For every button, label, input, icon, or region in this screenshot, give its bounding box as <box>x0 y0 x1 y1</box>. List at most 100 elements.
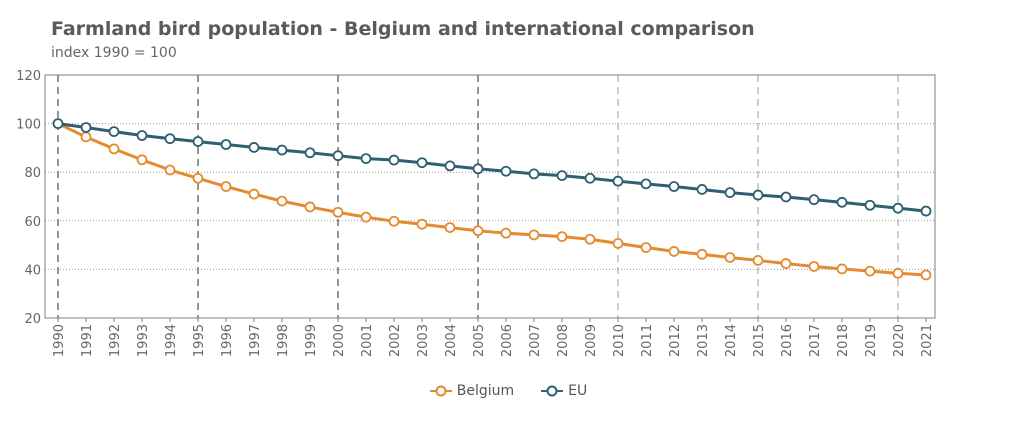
data-point-belgium[interactable] <box>808 261 820 272</box>
data-point-eu[interactable] <box>388 154 400 166</box>
data-point-eu[interactable] <box>472 163 484 175</box>
x-tick-label: 2004 <box>444 324 459 357</box>
x-tick-label: 2019 <box>864 324 879 357</box>
data-point-eu[interactable] <box>500 165 512 177</box>
data-point-belgium[interactable] <box>80 131 92 143</box>
data-point-belgium[interactable] <box>444 222 456 234</box>
data-point-belgium[interactable] <box>472 225 484 237</box>
data-point-belgium[interactable] <box>780 258 792 269</box>
x-tick-label: 2020 <box>892 324 907 357</box>
data-point-eu[interactable] <box>220 139 232 150</box>
data-point-belgium[interactable] <box>136 154 148 166</box>
data-point-eu[interactable] <box>360 153 372 164</box>
data-point-belgium[interactable] <box>500 227 512 239</box>
data-point-eu[interactable] <box>248 142 260 153</box>
data-point-belgium[interactable] <box>556 231 568 242</box>
plot-frame <box>44 74 936 319</box>
data-point-belgium[interactable] <box>892 267 904 279</box>
x-tick-label: 2018 <box>836 324 851 357</box>
x-tick-label: 2015 <box>752 324 767 357</box>
data-point-belgium[interactable] <box>360 211 372 223</box>
data-point-eu[interactable] <box>724 187 736 199</box>
legend-marker-belgium-icon <box>429 385 452 397</box>
x-tick-label: 2001 <box>360 324 375 357</box>
data-point-eu[interactable] <box>444 160 456 172</box>
data-point-belgium[interactable] <box>528 229 540 241</box>
data-point-eu[interactable] <box>416 157 428 169</box>
y-tick-label: 80 <box>24 166 41 181</box>
x-tick-label: 1994 <box>164 324 179 357</box>
data-point-eu[interactable] <box>164 133 176 145</box>
y-tick-label: 60 <box>24 215 41 230</box>
data-point-belgium[interactable] <box>696 248 708 260</box>
data-point-eu[interactable] <box>108 126 120 138</box>
data-point-belgium[interactable] <box>220 181 232 192</box>
data-point-eu[interactable] <box>640 178 652 190</box>
data-point-eu[interactable] <box>52 118 64 129</box>
y-tick-label: 100 <box>16 118 41 133</box>
y-tick-label: 40 <box>24 263 41 278</box>
data-point-belgium[interactable] <box>276 195 288 207</box>
chart-subtitle: index 1990 = 100 <box>51 45 177 61</box>
y-axis: 120 100 80 60 40 20 <box>16 69 41 327</box>
data-point-eu[interactable] <box>528 168 540 180</box>
data-point-belgium[interactable] <box>248 188 260 200</box>
data-point-eu[interactable] <box>276 144 288 156</box>
data-point-eu[interactable] <box>332 150 344 162</box>
y-tick-label: 20 <box>24 312 41 327</box>
data-point-belgium[interactable] <box>640 242 652 253</box>
data-point-eu[interactable] <box>752 189 764 201</box>
data-point-eu[interactable] <box>136 130 148 141</box>
legend: Belgium EU <box>0 383 1016 399</box>
data-point-belgium[interactable] <box>388 215 400 227</box>
data-point-eu[interactable] <box>668 181 680 192</box>
x-tick-label: 2006 <box>500 324 515 357</box>
data-point-belgium[interactable] <box>724 252 736 263</box>
chart-title: Farmland bird population - Belgium and i… <box>51 18 755 40</box>
x-tick-label: 2003 <box>416 324 431 357</box>
data-point-eu[interactable] <box>80 122 92 133</box>
data-point-belgium[interactable] <box>752 255 764 266</box>
x-tick-label: 2008 <box>556 324 571 357</box>
x-tick-label: 1992 <box>108 324 123 357</box>
data-point-belgium[interactable] <box>304 201 316 213</box>
data-point-eu[interactable] <box>920 205 932 217</box>
x-tick-label: 1997 <box>248 324 263 357</box>
x-axis: 1990 1991 1992 1993 1994 1995 1996 1997 1998 1999… <box>52 318 935 357</box>
x-tick-label: 2012 <box>668 324 683 357</box>
x-tick-label: 2005 <box>472 324 487 357</box>
data-point-belgium[interactable] <box>332 206 344 218</box>
data-point-belgium[interactable] <box>108 143 120 155</box>
x-tick-label: 1999 <box>304 324 319 357</box>
data-point-belgium[interactable] <box>584 233 596 245</box>
data-point-eu[interactable] <box>556 170 568 182</box>
data-point-belgium[interactable] <box>192 172 204 184</box>
data-point-belgium[interactable] <box>836 263 848 275</box>
data-point-belgium[interactable] <box>864 265 876 277</box>
data-point-belgium[interactable] <box>612 237 624 249</box>
data-point-eu[interactable] <box>304 147 316 159</box>
data-point-belgium[interactable] <box>920 269 932 281</box>
x-tick-label: 2017 <box>808 324 823 357</box>
x-tick-label: 2000 <box>332 324 347 357</box>
legend-item-belgium[interactable]: Belgium <box>429 383 514 399</box>
data-point-eu[interactable] <box>780 191 792 203</box>
data-point-belgium[interactable] <box>668 246 680 257</box>
legend-label-eu: EU <box>568 383 588 399</box>
data-point-eu[interactable] <box>892 202 904 214</box>
data-point-eu[interactable] <box>584 172 596 184</box>
x-tick-label: 2009 <box>584 324 599 357</box>
data-point-eu[interactable] <box>836 196 848 208</box>
data-point-belgium[interactable] <box>416 218 428 230</box>
x-tick-label: 2007 <box>528 324 543 357</box>
x-tick-label: 1996 <box>220 324 235 357</box>
data-point-eu[interactable] <box>192 136 204 147</box>
x-tick-label: 1995 <box>192 324 207 357</box>
data-point-eu[interactable] <box>696 184 708 195</box>
data-point-belgium[interactable] <box>164 164 176 176</box>
data-point-eu[interactable] <box>612 175 624 187</box>
data-point-eu[interactable] <box>808 194 820 206</box>
data-point-eu[interactable] <box>864 199 876 211</box>
legend-item-eu[interactable]: EU <box>540 383 587 399</box>
